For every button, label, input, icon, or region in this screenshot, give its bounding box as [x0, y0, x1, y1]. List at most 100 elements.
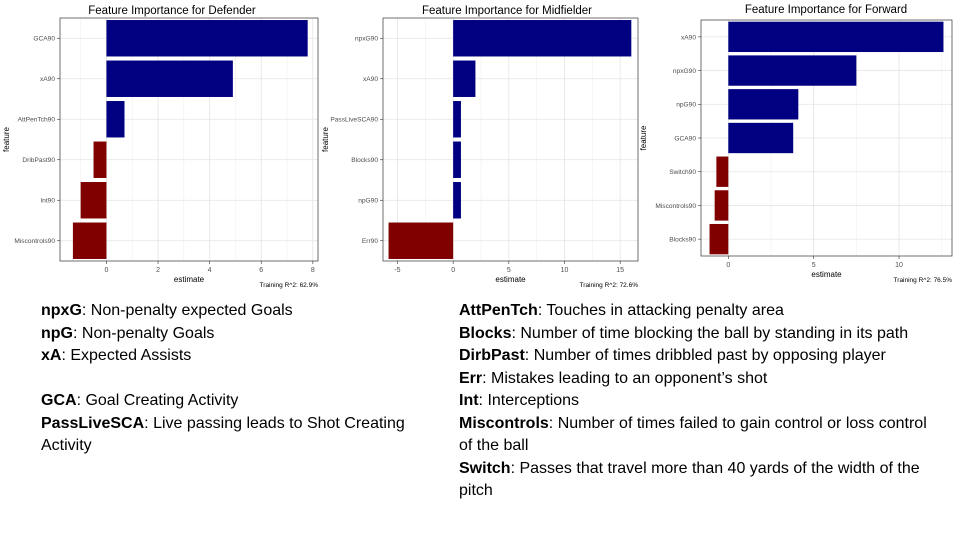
y-tick-label: Miscontrols90 [655, 203, 696, 210]
y-tick-label: AttPenTch90 [18, 117, 56, 124]
definition-line: DirbPast: Number of times dribbled past … [459, 345, 939, 368]
chart-svg: 0 5 10 xA90 npxG90 npG90 GCA90 Switch90 Miscontr… [639, 4, 953, 284]
definition-text: : Mistakes leading to an opponent’s shot [482, 369, 768, 387]
definition-term: Int [459, 392, 479, 409]
y-tick-label: Miscontrols90 [14, 238, 55, 245]
definition-text: : Touches in attacking penalty area [537, 302, 784, 319]
definition-text: : Interceptions [478, 392, 580, 409]
definition-line: AttPenTch: Touches in attacking penalty … [459, 300, 939, 323]
bar-GCA90 [106, 20, 308, 57]
definition-line: npxG: Non-penalty expected Goals [41, 300, 421, 323]
definition-term: Miscontrols [459, 414, 549, 432]
panel-border [382, 17, 639, 262]
y-tick-label: xA90 [363, 76, 378, 83]
x-tick-label: -5 [394, 267, 400, 274]
chart-caption: Training R^2: 72.6% [580, 282, 639, 289]
chart-caption: Training R^2: 62.9% [260, 282, 319, 289]
definition-text: : Live passing leads to Shot Creating [144, 414, 405, 432]
x-tick-label: 2 [156, 267, 160, 274]
y-tick-label: Int90 [40, 198, 55, 205]
x-tick-label: 10 [895, 262, 903, 269]
y-axis-label: feature [321, 126, 330, 151]
chart-title: Feature Importance for Defender [88, 5, 256, 17]
definition-line: xA: Expected Assists [41, 345, 421, 368]
x-tick-label: 8 [311, 267, 315, 274]
definition-line: of the ball [459, 435, 939, 458]
definition-text: : Non-penalty expected Goals [81, 302, 293, 319]
definition-text: Activity [41, 437, 92, 454]
x-axis-label: estimate [174, 275, 205, 284]
y-axis-label: feature [639, 125, 648, 150]
panel-border [59, 17, 319, 262]
definition-text: : Number of times dribbled past by oppos… [524, 347, 886, 364]
definition-term: npG [41, 324, 73, 342]
definition-line: GCA: Goal Creating Activity [41, 390, 421, 413]
defender-chart: 0 2 4 6 8 GCA90 xA90 AttPenTch90 DribPast90 Int90… [0, 0, 325, 292]
y-tick-label: DribPast90 [22, 157, 55, 164]
definition-text: : Non-penalty Goals [73, 324, 215, 342]
bar-Blocks90 [453, 141, 461, 178]
x-axis-label: estimate [495, 275, 526, 284]
bar-xA90 [728, 21, 944, 53]
chart-title: Feature Importance for Forward [745, 4, 907, 16]
bar-npG90 [728, 89, 799, 120]
x-tick-label: 4 [208, 267, 212, 274]
chart-title: Feature Importance for Midfielder [422, 5, 592, 17]
definition-text: : Number of time blocking the ball by st… [511, 324, 909, 342]
definitions-left: npxG: Non-penalty expected Goals npG: Non… [41, 300, 421, 458]
definition-term: AttPenTch [459, 302, 538, 319]
bar-Blocks90 [709, 223, 729, 255]
definition-text: of the ball [459, 437, 529, 454]
definition-line: Switch: Passes that travel more than 40 … [459, 458, 939, 481]
definition-term: PassLiveSCA [41, 414, 145, 432]
bar-PassLiveSCA90 [453, 101, 461, 138]
definition-text: : Number of times failed to gain control… [548, 414, 927, 432]
definition-line: Blocks: Number of time blocking the ball… [459, 323, 939, 346]
definition-text: : Expected Assists [61, 347, 192, 364]
y-tick-label: xA90 [40, 76, 55, 83]
y-tick-label: Blocks90 [351, 157, 378, 164]
x-tick-label: 0 [726, 262, 730, 269]
definition-term: xA [41, 347, 62, 364]
y-tick-label: Switch90 [669, 169, 696, 176]
y-tick-label: xA90 [681, 34, 696, 41]
bar-GCA90 [728, 122, 794, 154]
definition-term: DirbPast [459, 347, 525, 364]
bar-Miscontrols90 [714, 190, 729, 221]
definition-text: : Goal Creating Activity [76, 392, 239, 409]
definition-line: Miscontrols: Number of times failed to g… [459, 413, 939, 436]
bar-npxG90 [453, 20, 632, 57]
definition-spacer [41, 368, 421, 391]
plot-panel [60, 18, 318, 261]
y-tick-label: npxG90 [673, 68, 696, 75]
definition-line: Err: Mistakes leading to an opponent’s s… [459, 368, 939, 391]
definition-line: PassLiveSCA: Live passing leads to Shot … [41, 413, 421, 436]
x-tick-label: 6 [259, 267, 263, 274]
y-tick-label: GCA90 [674, 135, 696, 142]
definition-term: Blocks [459, 324, 512, 342]
y-tick-label: GCA90 [33, 36, 55, 43]
definition-text: : Passes that travel more than 40 yards … [510, 459, 920, 477]
x-tick-label: 0 [451, 267, 455, 274]
x-tick-label: 15 [616, 267, 624, 274]
definition-line: Activity [41, 435, 421, 458]
bar-AttPenTch90 [106, 101, 125, 138]
bar-Switch90 [716, 156, 729, 187]
definition-term: GCA [41, 392, 77, 409]
bar-DribPast90 [93, 141, 107, 178]
bar-Miscontrols90 [72, 222, 107, 259]
y-tick-label: npG90 [358, 198, 378, 205]
x-tick-label: 0 [104, 267, 108, 274]
definition-line: npG: Non-penalty Goals [41, 323, 421, 346]
bar-Err90 [388, 222, 454, 259]
bar-Int90 [80, 182, 107, 219]
x-axis-label: estimate [811, 270, 842, 279]
definition-term: Err [459, 369, 483, 387]
x-tick-label: 5 [507, 267, 511, 274]
y-tick-label: PassLiveSCA90 [330, 117, 378, 124]
definition-term: npxG [41, 302, 82, 319]
definition-text: pitch [459, 482, 493, 499]
bar-xA90 [453, 60, 476, 97]
definitions-right: AttPenTch: Touches in attacking penalty … [459, 300, 939, 503]
y-tick-label: Err90 [362, 238, 378, 245]
